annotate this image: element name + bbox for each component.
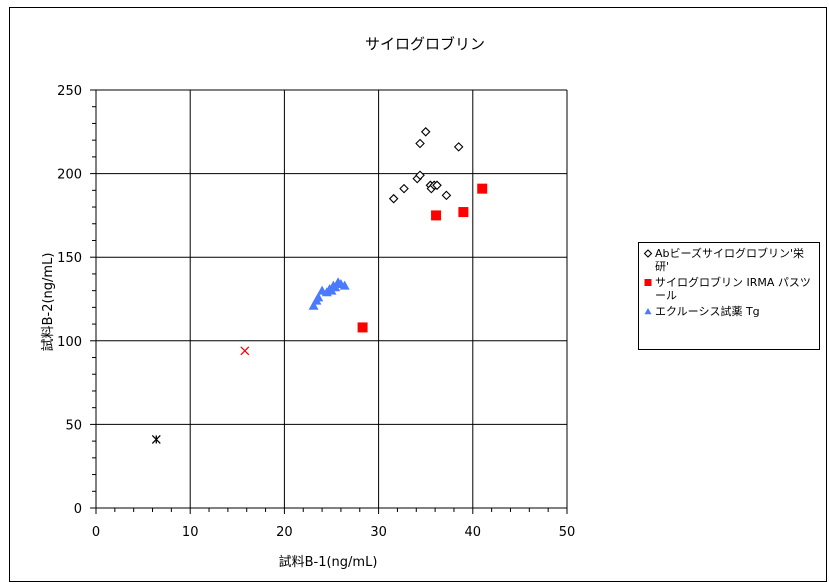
- y-tick-label: 100: [57, 335, 82, 350]
- data-point-square: [431, 210, 442, 221]
- legend-label: Abビーズサイログロブリン'栄研': [655, 247, 804, 273]
- legend-label: サイログロブリン IRMA パスツール: [655, 276, 811, 302]
- legend-marker: [643, 247, 655, 260]
- data-point-diamond: [399, 183, 409, 194]
- data-point-triangle: [330, 282, 341, 292]
- chart-title: サイログロブリン: [365, 35, 485, 53]
- data-point-triangle: [644, 308, 652, 315]
- legend: Abビーズサイログロブリン'栄研' サイログロブリン IRMA パスツールエクルー…: [638, 242, 820, 350]
- legend-marker-icon: [644, 279, 652, 286]
- x-axis-title: 試料B-1(ng/mL): [279, 554, 378, 570]
- data-point-triangle: [313, 292, 324, 302]
- y-tick-label: 50: [65, 418, 82, 433]
- x-marker-stroke: [240, 346, 250, 356]
- data-point-diamond: [415, 138, 425, 149]
- data-point-diamond: [432, 180, 442, 191]
- legend-marker-icon: [643, 249, 653, 258]
- axes: [90, 89, 568, 514]
- y-axis-title: 試料B-2(ng/mL): [40, 253, 56, 352]
- data-point-triangle: [308, 300, 319, 310]
- data-point-square: [458, 207, 469, 218]
- data-point-diamond: [415, 170, 425, 181]
- tick-labels: 0 10 20 30 40 50 0 50 100 150 200 250: [57, 84, 575, 540]
- plot-area: [96, 90, 567, 508]
- legend-item: Abビーズサイログロブリン'栄研': [643, 247, 815, 273]
- x-tick-label: 40: [465, 525, 482, 540]
- data-point-diamond: [453, 142, 464, 152]
- legend-item: サイログロブリン IRMA パスツール: [643, 276, 815, 302]
- data-point-diamond: [420, 127, 431, 137]
- data-point-diamond: [441, 190, 452, 201]
- legend-marker: [643, 276, 655, 289]
- x-tick-label: 20: [276, 525, 293, 540]
- data-point-x: [240, 346, 250, 356]
- data-point-star: [151, 434, 161, 444]
- x-tick-label: 10: [182, 525, 199, 540]
- data-point-diamond: [643, 249, 653, 258]
- y-tick-label: 150: [57, 251, 82, 266]
- legend-label: エクルーシス試薬 Tg: [655, 305, 760, 318]
- data-point-square: [644, 279, 652, 286]
- legend-marker: [643, 305, 655, 318]
- y-tick-label: 250: [57, 84, 82, 99]
- data-point-diamond: [388, 193, 399, 204]
- data-point-square: [477, 183, 488, 194]
- legend-item: エクルーシス試薬 Tg: [643, 305, 815, 318]
- x-tick-label: 0: [92, 525, 100, 540]
- legend-marker-icon: [644, 308, 652, 315]
- x-tick-label: 50: [559, 525, 576, 540]
- data-point-square: [357, 322, 368, 333]
- data-points: [151, 127, 488, 444]
- grid-lines: [96, 89, 568, 508]
- y-tick-label: 200: [57, 168, 82, 183]
- x-tick-label: 30: [370, 525, 387, 540]
- data-point-triangle: [339, 280, 350, 290]
- y-tick-label: 0: [74, 502, 82, 517]
